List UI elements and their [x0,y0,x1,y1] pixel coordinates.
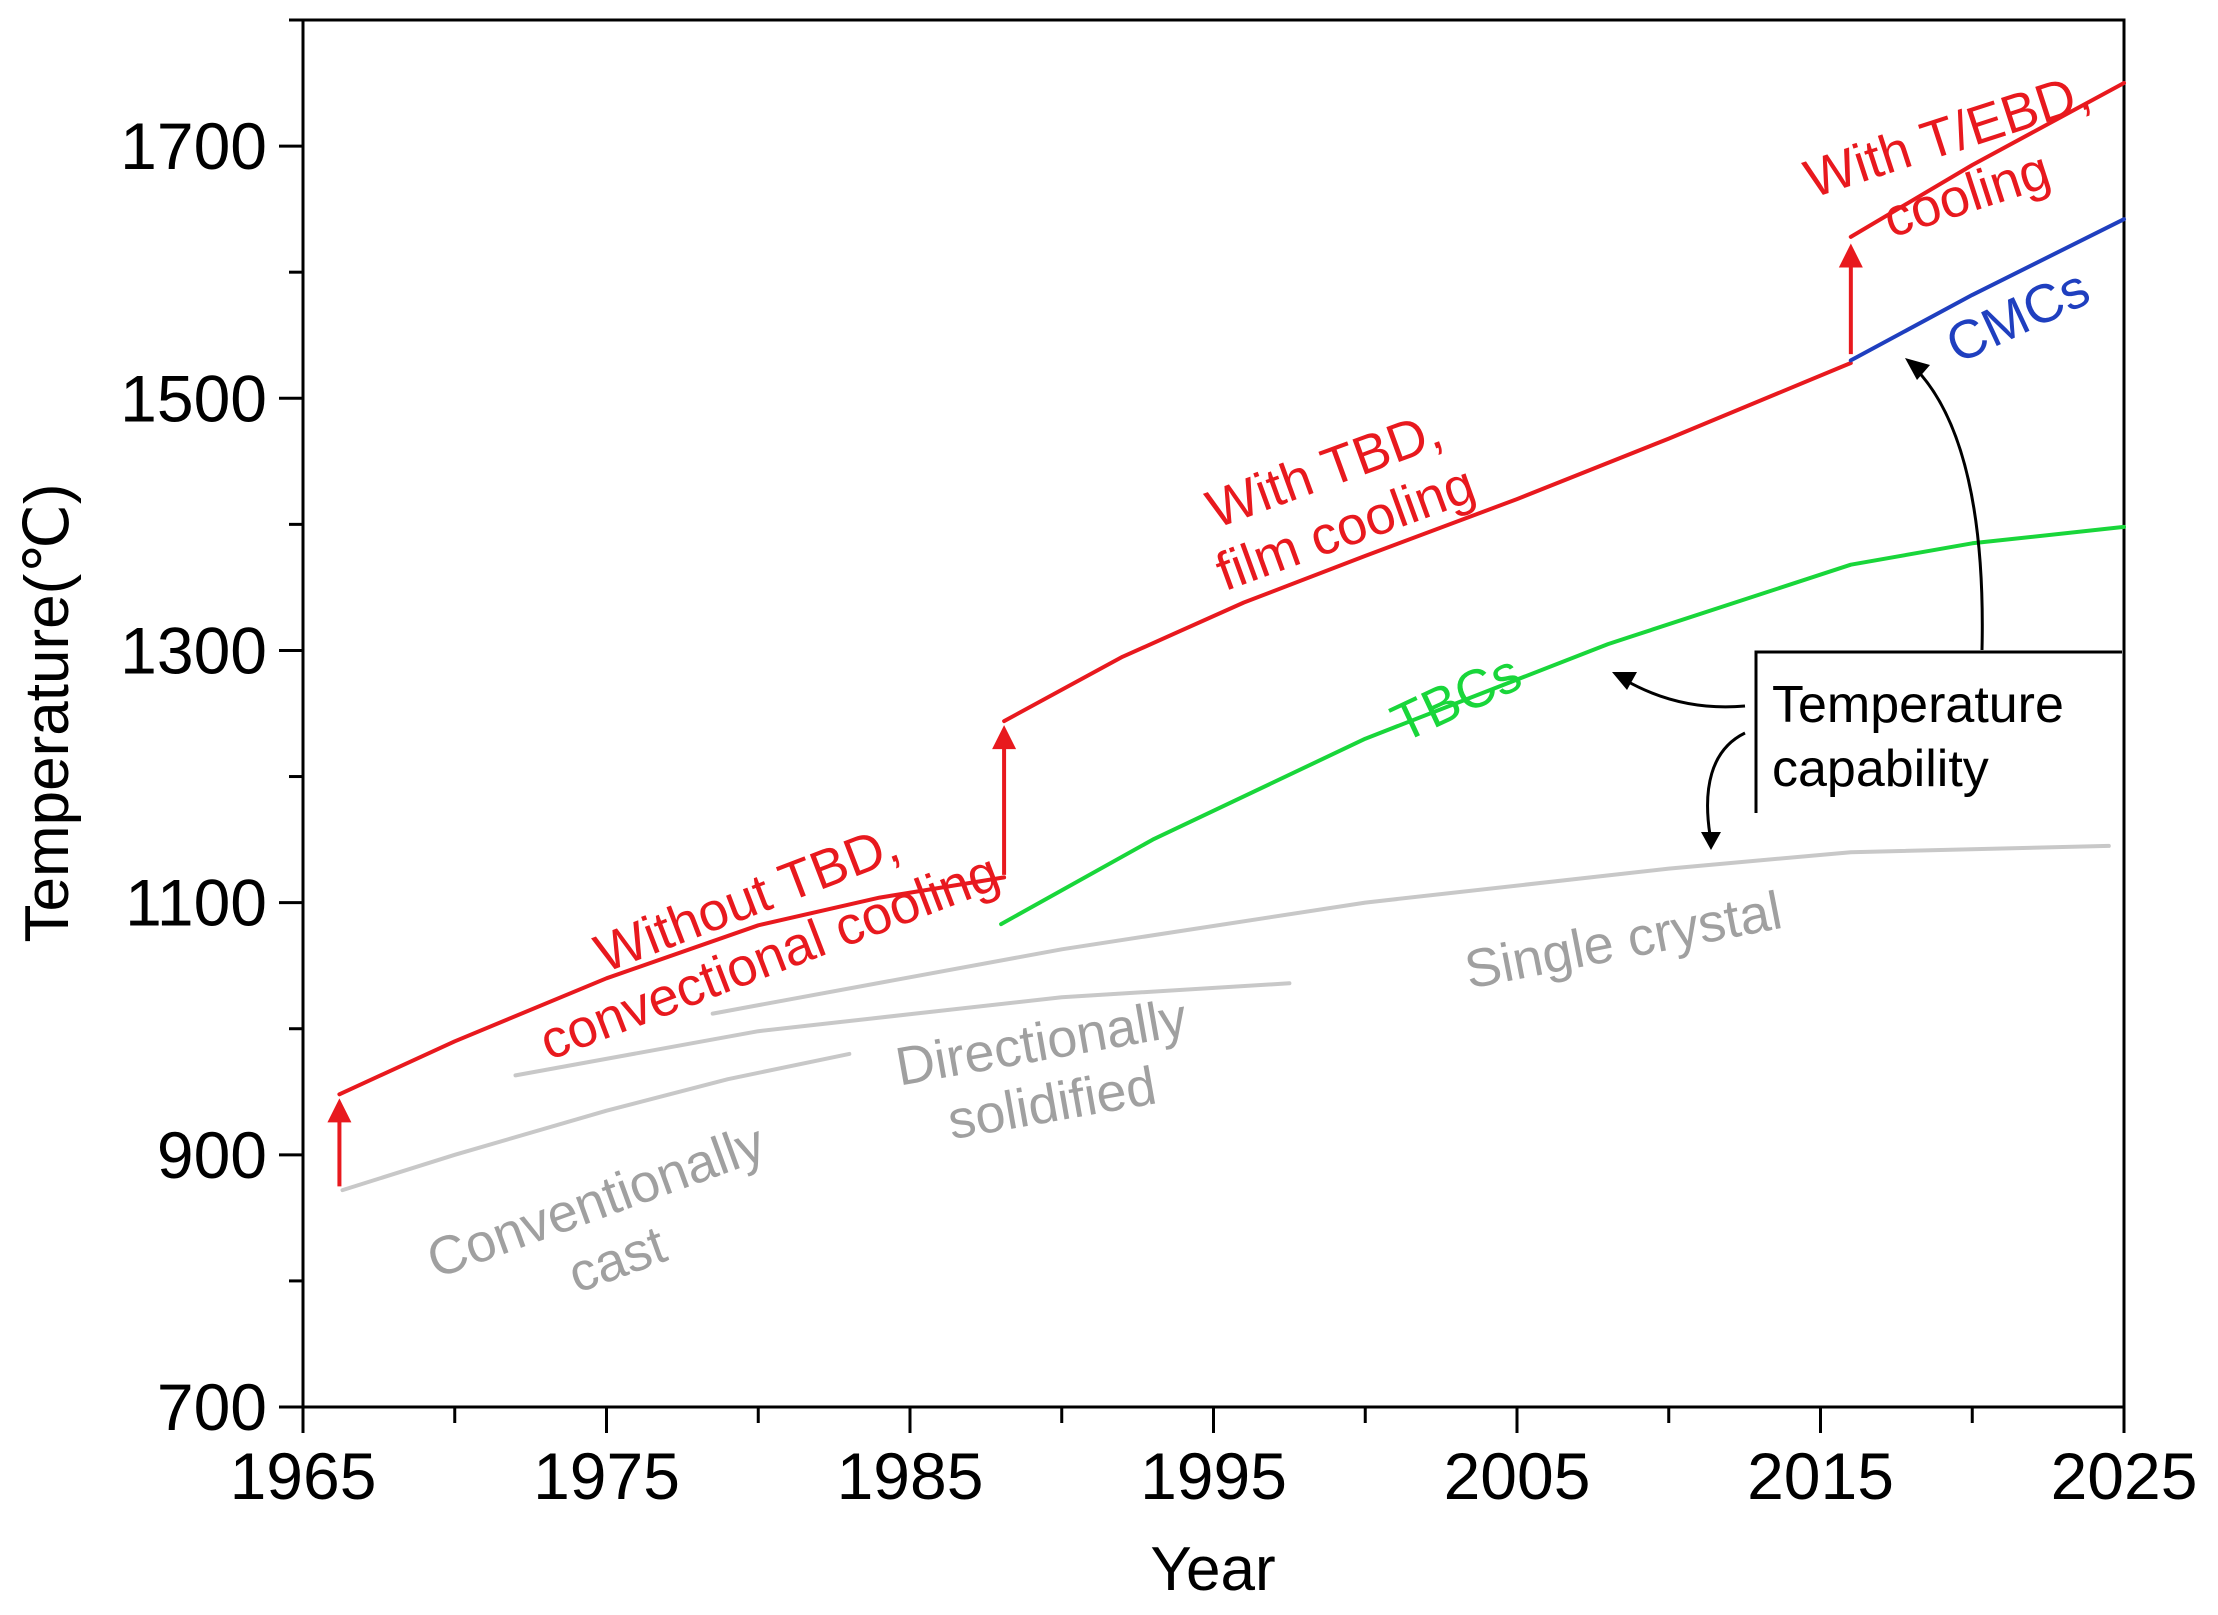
callout-line-2: capability [1772,740,1989,798]
series-line-conventionally-cast [340,1051,852,1193]
annotation-line: Single crystal [1460,880,1787,1000]
y-tick-label: 1300 [120,613,267,687]
annotation-with-tbd-film-cooling: With TBD,film cooling [1187,396,1483,603]
annotation-line: TBCs [1382,643,1530,754]
series-line-with-tbd-film-cooling [1002,361,1853,724]
series-line-with-t-ebd-cooling [1848,81,2126,239]
callout-arrow-to-single-crystal [1706,731,1746,836]
callout-arrowhead-single-crystal [1701,832,1721,850]
arrow-layer [327,243,1863,1187]
annotation-without-tbd-convectional-cooling: Without TBD,convectional cooling [509,784,1007,1072]
callout-arrow-to-cmcs [1913,366,1984,651]
x-tick-label: 1975 [533,1439,680,1513]
callout-arrowhead-tbcs [1612,672,1637,690]
y-axis: 700 900 1100 1300 1500 1700 [120,18,303,1444]
y-tick-label: 900 [157,1118,267,1192]
series-line-without-tbd-convectional-cooling [337,875,1007,1097]
y-axis-title: Temperature(℃) [13,484,82,943]
series-layer [337,81,2126,1193]
callout-text: Temperature capability [1772,676,2078,798]
callout-line-1: Temperature [1772,676,2064,734]
series-line-cmcs [1848,217,2126,363]
x-tick-label: 1995 [1140,1439,1287,1513]
annotation-tbcs: TBCs [1382,643,1530,754]
y-tick-label: 700 [157,1370,267,1444]
y-tick-label: 1100 [125,866,267,940]
x-axis-title: Year [1150,1535,1275,1604]
callout-box-border [1754,650,2122,813]
x-axis: 1965 1975 1985 1995 2005 2015 2025 [230,1407,2198,1513]
x-tick-label: 2015 [1747,1439,1894,1513]
x-tick-label: 2025 [2051,1439,2198,1513]
x-tick-label: 1965 [230,1439,377,1513]
y-tick-label: 1700 [120,109,267,183]
annotation-line: CMCs [1937,257,2098,375]
x-tick-label: 1985 [837,1439,984,1513]
series-line-directionally-solidified [513,981,1292,1078]
annotation-with-t-ebd-cooling: With T/EBD,cooling [1797,61,2116,269]
callout-arrow-to-tbcs [1624,678,1746,709]
series-line-tbcs [999,524,2126,927]
x-tick-label: 2005 [1444,1439,1591,1513]
jump-arrow-head [327,1098,352,1123]
annotation-single-crystal: Single crystal [1460,880,1787,1000]
annotation-cmcs: CMCs [1937,257,2098,375]
jump-arrow-head [1838,243,1863,268]
y-tick-label: 1500 [120,361,267,435]
series-line-single-crystal [710,843,2111,1016]
callout-arrowhead-cmcs [1905,358,1930,380]
temperature-capability-callout: Temperature capability [1612,358,2122,850]
jump-arrow-head [992,725,1017,750]
